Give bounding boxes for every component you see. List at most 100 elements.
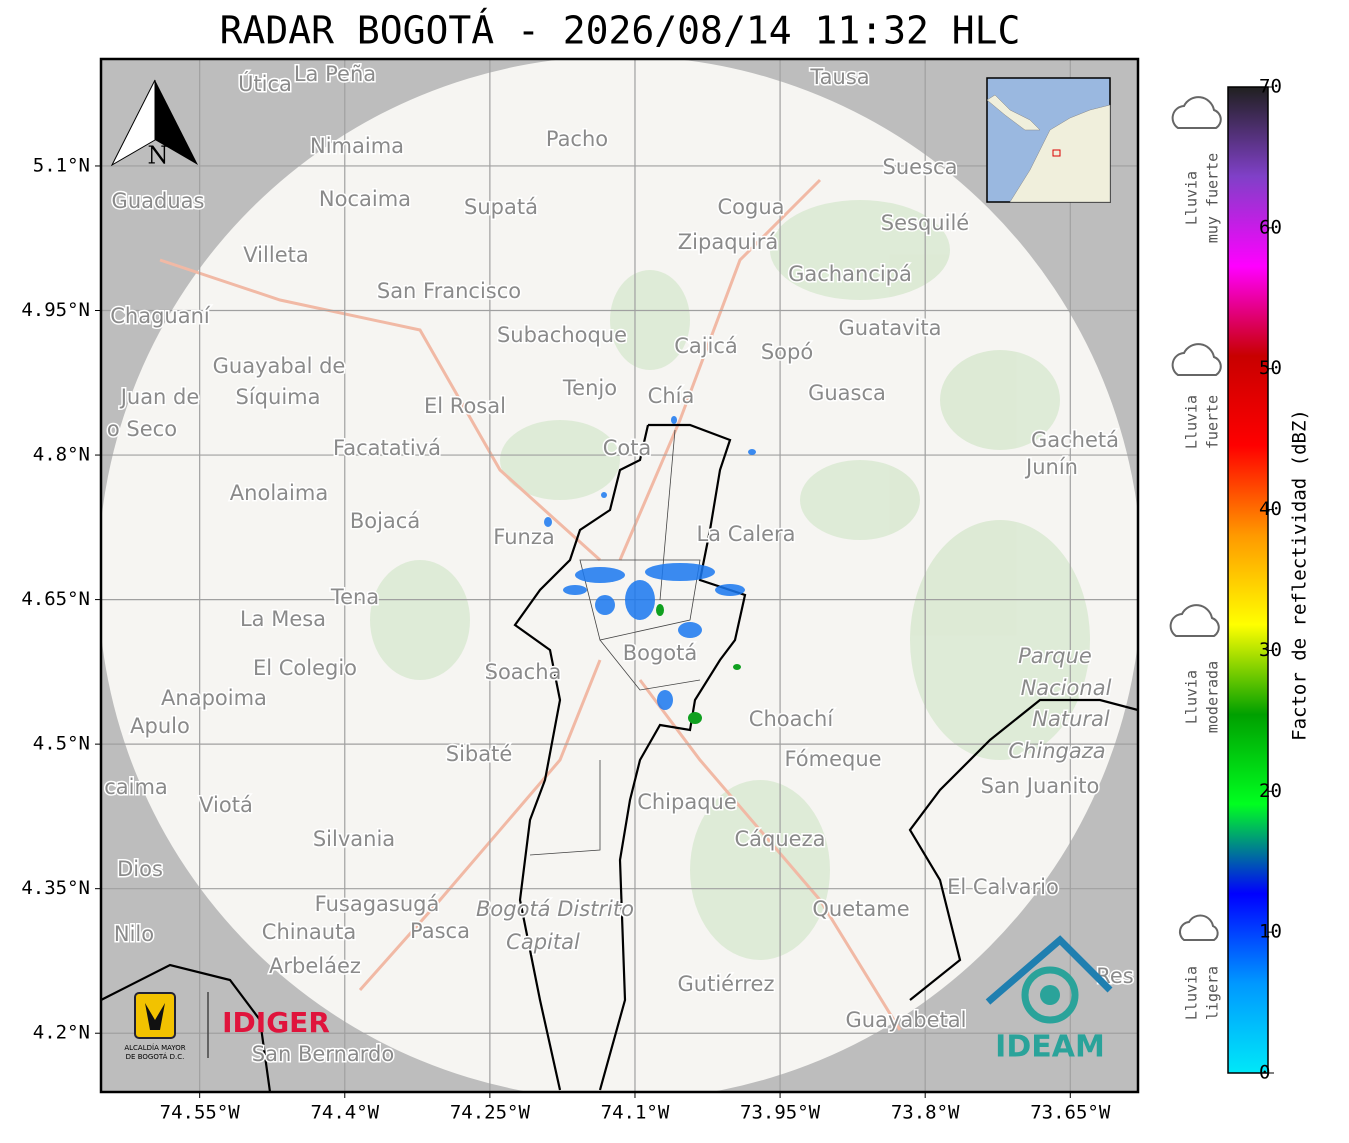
place-label: Chipaque (637, 790, 737, 814)
ideam-logo: IDEAM (985, 935, 1113, 1065)
place-label: Tausa (809, 65, 869, 89)
place-label: Cáqueza (735, 827, 826, 851)
colorbar-tick-label: 40 (1259, 498, 1282, 520)
place-label: Bojacá (350, 509, 420, 533)
x-tick-label: 73.65°W (1030, 1102, 1111, 1124)
place-label: Silvania (313, 827, 395, 851)
place-label: Útica (238, 71, 292, 96)
map-frame (99, 57, 1140, 1094)
title: RADAR BOGOTÁ - 2026/08/14 11:32 HLC (220, 9, 1021, 53)
place-label: Guatavita (839, 316, 942, 340)
place-label: Choachí (749, 707, 835, 731)
alcaldia-text: DE BOGOTÁ D.C. (126, 1052, 185, 1061)
place-label: Sopó (761, 340, 813, 364)
place-label: Síquima (236, 385, 321, 409)
x-tick-label: 74.4°W (310, 1102, 379, 1124)
place-label: Natural (1032, 707, 1110, 731)
north-label: N (148, 142, 169, 170)
place-label: Zipaquirá (678, 230, 778, 254)
place-label: Fómeque (784, 747, 881, 771)
place-label: Bogotá (623, 641, 698, 665)
inset-map (986, 77, 1111, 203)
place-label: Anapoima (161, 686, 267, 710)
colorbar-tick-label: 50 (1259, 357, 1282, 379)
y-tick-label: 4.2°N (33, 1022, 90, 1044)
place-label: Facatativá (333, 436, 441, 460)
place-label: Arbeláez (269, 954, 361, 978)
y-tick-label: 4.5°N (33, 733, 90, 755)
place-label: El Calvario (947, 875, 1059, 899)
place-label: Fusagasugá (315, 892, 440, 916)
intensity-label: Lluvia (1183, 395, 1201, 449)
alcaldia-logo: ALCALDÍA MAYOR DE BOGOTÁ D.C. IDIGER (124, 992, 330, 1061)
intensity-label: fuerte (1204, 395, 1222, 449)
y-tick-label: 5.1°N (33, 154, 90, 176)
colorbar-tick-label: 60 (1259, 216, 1282, 238)
place-label: Nacional (1021, 676, 1112, 700)
x-tick-label: 74.55°W (160, 1102, 241, 1124)
place-label: El Colegio (253, 656, 357, 680)
colorbar-label: Factor de reflectividad (dBZ) (1289, 409, 1311, 741)
x-tick-label: 73.95°W (740, 1102, 821, 1124)
north-arrow: N (110, 79, 198, 170)
y-tick-label: 4.8°N (33, 444, 90, 466)
place-label: Apulo (130, 714, 190, 738)
place-label: Gachancipá (788, 262, 912, 286)
intensity-label: Lluvia (1183, 171, 1201, 225)
place-label: Sibaté (446, 742, 513, 766)
place-label: Viotá (199, 793, 253, 817)
place-label: caima (104, 775, 168, 799)
colorbar-tick-label: 0 (1259, 1062, 1270, 1084)
x-tick-label: 74.1°W (601, 1102, 670, 1124)
place-label: Gutiérrez (678, 972, 775, 996)
grid (101, 59, 1138, 1092)
colorbar-tick-label: 10 (1259, 921, 1282, 943)
place-label: San Juanito (981, 774, 1100, 798)
place-label: San Francisco (377, 279, 521, 303)
map-area: Útica La Peña Tausa Pacho Nimaima Guaduas Noca… (101, 59, 1138, 1092)
x-tick-label: 73.8°W (891, 1102, 960, 1124)
place-label: Cajicá (674, 334, 738, 358)
place-label: Dios (117, 857, 163, 881)
place-label: Chía (648, 384, 695, 408)
radar-echoes-strong (656, 604, 741, 724)
place-label: Funza (493, 525, 554, 549)
place-label: Capital (506, 930, 580, 954)
place-label: Tenjo (562, 376, 617, 400)
place-label: Junín (1024, 455, 1078, 479)
intensity-icons (1169, 96, 1222, 941)
place-label: Cota (603, 436, 652, 460)
place-label: Guasca (808, 381, 886, 405)
colorbar-tick-label: 30 (1259, 639, 1282, 661)
place-label: Tena (330, 585, 379, 609)
place-label: Nimaima (310, 134, 404, 158)
intensity-label: ligera (1204, 966, 1222, 1020)
place-label: Suesca (883, 155, 958, 179)
radar-echoes (544, 416, 756, 710)
place-label: La Mesa (240, 607, 326, 631)
place-label: o Seco (107, 417, 177, 441)
place-label: Guaduas (112, 189, 205, 213)
place-label: Juan de (119, 385, 200, 409)
intensity-label: Lluvia (1183, 966, 1201, 1020)
place-label: Guayabetal (846, 1008, 967, 1032)
roads (159, 178, 902, 1031)
y-tick-label: 4.65°N (21, 588, 90, 610)
place-label: Chingaza (1008, 739, 1105, 763)
y-tick-label: 4.95°N (21, 299, 90, 321)
place-label: El Rosal (424, 394, 506, 418)
place-label: Pasca (410, 919, 470, 943)
place-label: Parque (1018, 644, 1092, 668)
place-label: La Calera (696, 522, 795, 546)
x-tick-label: 74.25°W (450, 1102, 531, 1124)
colorbar (1227, 86, 1269, 1074)
place-label: Quetame (812, 897, 909, 921)
place-label: Nocaima (319, 187, 411, 211)
place-label: Bogotá Distrito (476, 897, 634, 921)
intensity-label: moderada (1204, 661, 1222, 733)
colorbar-tick-label: 20 (1259, 780, 1282, 802)
place-label: Cogua (717, 195, 784, 219)
vegetation (370, 200, 1090, 960)
